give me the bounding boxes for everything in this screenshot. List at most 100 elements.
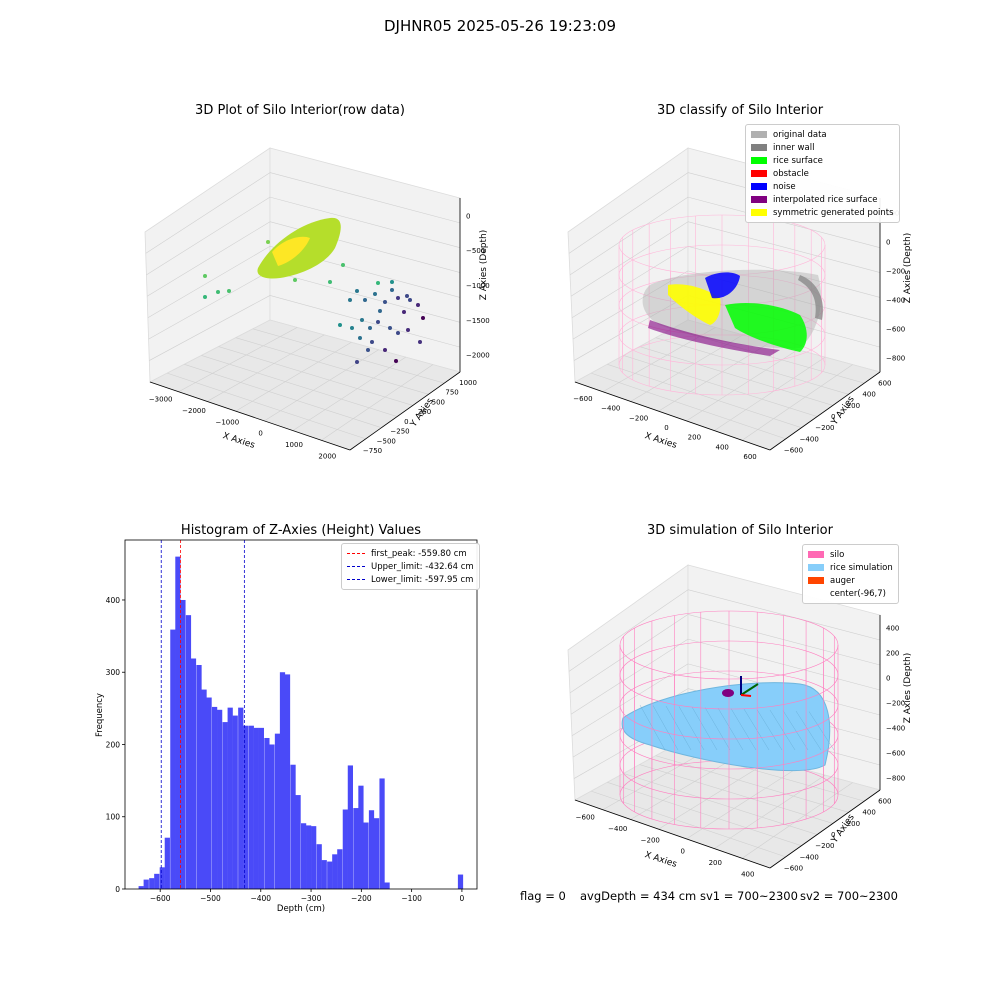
center-axis-y — [740, 683, 759, 696]
histogram-bar — [379, 778, 385, 889]
data-point — [355, 289, 359, 293]
data-point — [203, 274, 207, 278]
data-point — [368, 326, 372, 330]
grid-line — [146, 196, 271, 276]
legend-item-lower-limit: Lower_limit: -597.95 cm — [347, 573, 474, 586]
histogram-bar — [290, 764, 296, 889]
legend-item-symmetric-generated-points: symmetric generated points — [751, 206, 894, 219]
histogram-chart: −600 −500 −400 −300 −200 −100 0 0100200300400 … — [95, 539, 478, 914]
panel2-title: 3D classify of Silo Interior — [656, 103, 824, 118]
grid-line — [167, 372, 366, 440]
panel2-ytick-label: −600 — [784, 446, 803, 454]
histogram-bar — [306, 825, 312, 889]
panel4-ytick-label: −400 — [800, 853, 819, 861]
data-point — [405, 294, 409, 298]
grid-line — [218, 346, 413, 406]
histogram-xtick-label: −400 — [250, 894, 271, 903]
interpolated-rice-surface-points — [648, 320, 780, 356]
histogram-xtick-label: −600 — [150, 894, 171, 903]
rice-mesh-line — [769, 709, 796, 751]
panel4-xtick-label: −200 — [641, 836, 660, 844]
histogram-bar — [358, 785, 364, 889]
histogram-ytick-label: 100 — [106, 813, 121, 822]
panel4-ytick-label: 0 — [831, 831, 835, 839]
grid-line — [639, 764, 833, 824]
panel2-xtick-label: −600 — [573, 395, 592, 403]
sv2-text: sv2 = 700~2300 — [800, 889, 898, 903]
grid-line — [639, 346, 833, 406]
panel2-ytick-label: 400 — [862, 391, 875, 399]
panel1-ytick-label: −500 — [377, 437, 396, 445]
histogram-bar — [274, 733, 281, 889]
histogram-bar — [211, 706, 218, 889]
histogram-legend: first_peak: -559.80 cm Upper_limit: -432… — [341, 543, 480, 590]
histogram-bar — [232, 715, 238, 889]
histogram-bar — [347, 765, 353, 889]
histogram-bar — [264, 737, 270, 889]
grid-line — [568, 172, 689, 254]
grid-line — [686, 349, 798, 422]
grid-line — [201, 355, 398, 417]
data-point — [390, 280, 394, 284]
center-axis-x — [740, 694, 752, 697]
inner-wall-points — [798, 275, 824, 320]
histogram-bar — [243, 725, 249, 889]
histogram-bar — [373, 818, 380, 889]
panel4-ztick-label: −400 — [886, 725, 905, 733]
legend-item-first-peak: first_peak: -559.80 cm — [347, 547, 474, 560]
grid-line — [687, 245, 881, 298]
legend-item-original-data: original data — [751, 128, 894, 141]
panel1-ytick-label: −750 — [363, 447, 382, 455]
grid-line — [572, 270, 689, 340]
legend-item-upper-limit: Upper_limit: -432.64 cm — [347, 560, 474, 573]
legend-item-rice-simulation: rice simulation — [808, 561, 893, 574]
grid-line — [145, 172, 271, 254]
panel1-xtick-label: −1000 — [215, 418, 239, 426]
panel3-title: Histogram of Z-Axies (Height) Values — [180, 523, 422, 538]
rice-mesh-line — [717, 707, 744, 751]
histogram-bar — [248, 725, 254, 889]
panel4-xtick-label: 400 — [741, 870, 754, 878]
panel2-ytick-label: −200 — [815, 424, 834, 432]
histogram-bar — [170, 629, 176, 889]
grid-line — [184, 364, 382, 428]
grid-line — [607, 364, 802, 428]
histogram-bar — [321, 860, 327, 889]
grid-line — [147, 246, 271, 318]
panel1-title: 3D Plot of Silo Interior(row data) — [195, 103, 405, 118]
histogram-bar — [384, 882, 390, 889]
grid-line — [571, 246, 689, 318]
histogram-bar — [316, 844, 322, 889]
grid-line — [655, 337, 849, 395]
grid-line — [321, 364, 434, 441]
rice-mesh-line — [704, 707, 731, 751]
legend-line — [347, 566, 365, 567]
grid-line — [269, 295, 461, 348]
panel2-ztick-label: −800 — [886, 355, 905, 363]
panel2-ytick-label: 0 — [831, 413, 835, 421]
rice-mesh-line — [782, 710, 809, 751]
histogram-ytick-label: 200 — [106, 740, 121, 749]
panel2-xtick-label: 600 — [743, 453, 756, 461]
rice-mesh-line — [795, 710, 822, 751]
legend-swatch — [808, 577, 824, 584]
grid-line — [687, 638, 881, 691]
legend-swatch — [751, 209, 767, 216]
histogram-bar — [159, 867, 165, 889]
panel1-xlabel: X Axies — [221, 431, 256, 451]
noise-points — [705, 272, 740, 299]
panel1-zlabel: Z Axies (Depth) — [479, 230, 489, 301]
panel1-ytick-label: 500 — [432, 398, 445, 406]
panel4-legend: silo rice simulation auger center(-96,7) — [802, 544, 899, 604]
panel4-ytick-label: −600 — [784, 864, 803, 872]
data-point — [373, 292, 377, 296]
panel4-ztick-label: −600 — [886, 750, 905, 758]
grid-line — [569, 614, 689, 694]
legend-swatch — [751, 170, 767, 177]
histogram-bar — [253, 727, 259, 889]
data-point — [350, 326, 354, 330]
data-point — [358, 336, 362, 340]
histogram-xtick-label: −100 — [401, 894, 422, 903]
